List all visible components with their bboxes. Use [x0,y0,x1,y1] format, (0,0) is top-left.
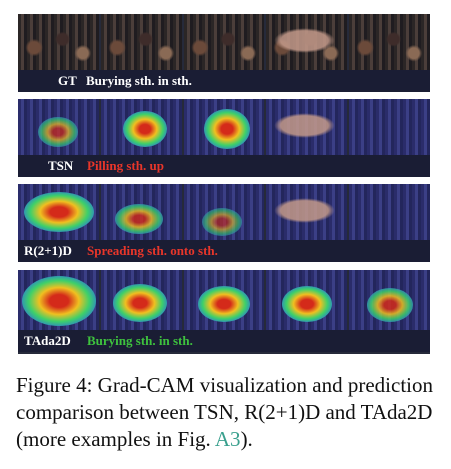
activation-blob [367,288,414,322]
heatmap-frame [100,99,182,155]
heatmap-frame [349,270,430,330]
heatmap-frame [349,99,430,155]
method-label: GT [58,73,77,88]
activation-blob [38,117,78,147]
activation-blob [22,276,96,326]
method-label: TAda2D [24,333,71,348]
heatmap-frame [266,99,348,155]
label-bar: GT Burying sth. in sth. [18,70,430,92]
tsn-panel: TSN Pilling sth. up [18,99,430,177]
method-label: TSN [48,158,74,173]
video-frame [100,14,182,70]
prediction-label: Spreading sth. onto sth. [87,243,218,258]
caption-end: ). [240,427,253,451]
caption-text: Figure 4: Grad-CAM visualization and pre… [16,373,433,451]
tada2d-panel: TAda2D Burying sth. in sth. [18,270,430,354]
activation-blob [112,284,167,322]
label-bar: R(2+1)D Spreading sth. onto sth. [18,240,430,262]
figure-caption: Figure 4: Grad-CAM visualization and pre… [16,372,440,453]
method-label: R(2+1)D [24,243,72,258]
activation-blob [203,109,250,149]
heatmap-frame [18,99,99,155]
prediction-label: Burying sth. in sth. [87,333,193,348]
heatmap-frame [349,184,430,240]
activation-blob [197,286,250,322]
activation-blob [282,286,333,322]
activation-blob [122,111,167,147]
heatmap-frame [266,184,348,240]
heatmap-frame [18,270,99,330]
video-frame [349,14,430,70]
video-frame [183,14,265,70]
video-frame [266,14,348,70]
video-frame [18,14,99,70]
heatmap-frame [183,99,265,155]
heatmap-frame [18,184,99,240]
activation-blob [201,208,242,236]
gt-panel: GT Burying sth. in sth. [18,14,430,92]
heatmap-frame [183,184,265,240]
label-bar: TAda2D Burying sth. in sth. [18,330,430,352]
activation-blob [114,204,163,234]
label-bar: TSN Pilling sth. up [18,155,430,177]
heatmap-frame [100,184,182,240]
heatmap-frame [266,270,348,330]
r2plus1d-panel: R(2+1)D Spreading sth. onto sth. [18,184,430,262]
activation-blob [24,192,94,232]
prediction-label: Pilling sth. up [87,158,164,173]
heatmap-frame [100,270,182,330]
figure-reference-link[interactable]: A3 [214,427,241,451]
prediction-label: Burying sth. in sth. [86,73,192,88]
heatmap-frame [183,270,265,330]
